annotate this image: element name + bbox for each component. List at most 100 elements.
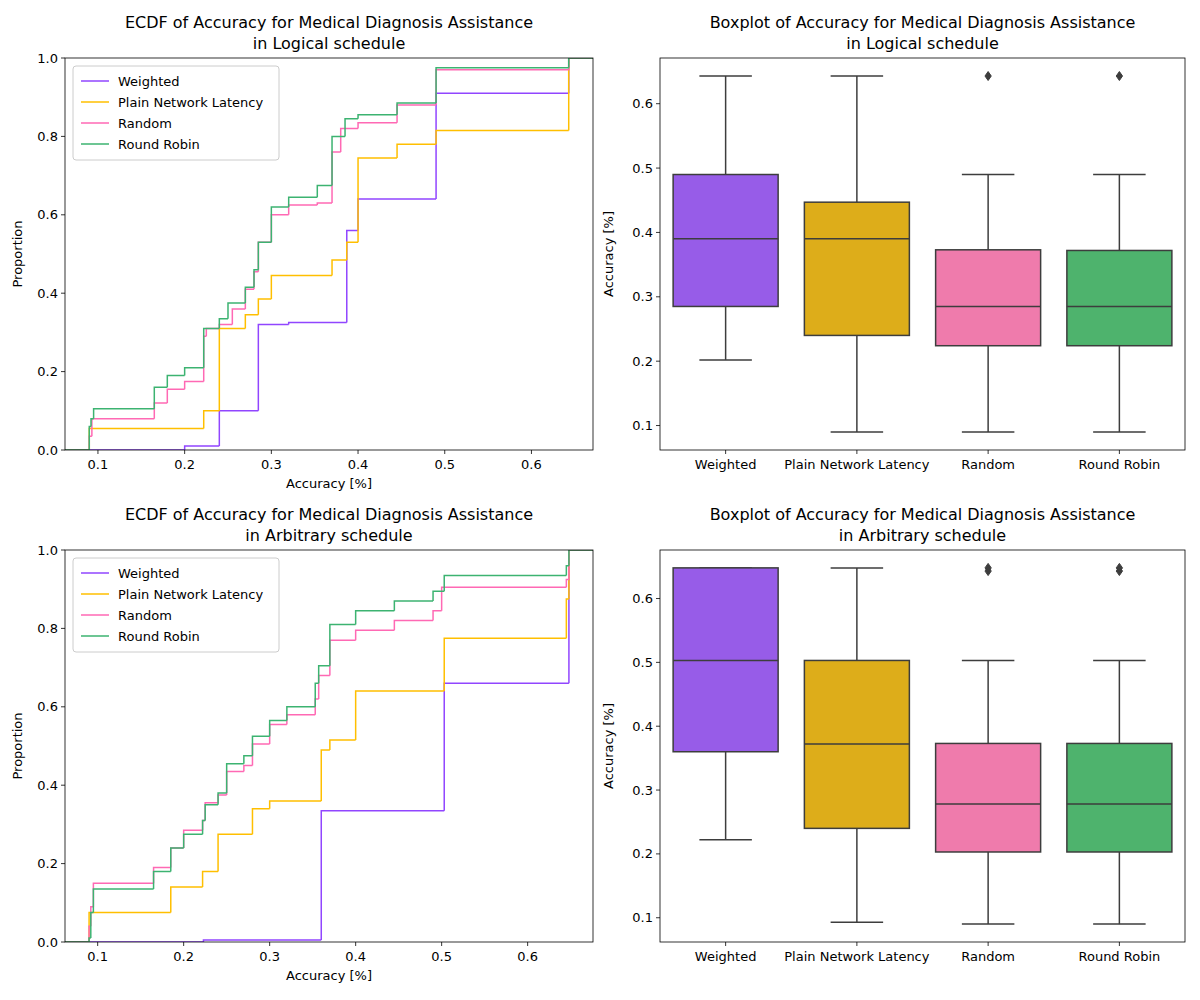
legend-label: Random <box>118 116 172 131</box>
plot-area <box>65 550 593 942</box>
ecdf-line <box>65 550 593 942</box>
ecdf-step <box>436 68 569 103</box>
title-line: in Arbitrary schedule <box>839 526 1006 545</box>
ecdf-line <box>65 58 593 450</box>
ecdf-step <box>245 289 254 309</box>
legend-frame <box>73 558 279 652</box>
legend: WeightedPlain Network LatencyRandomRound… <box>73 558 279 652</box>
box-body <box>804 202 909 335</box>
ecdf-step <box>356 691 445 740</box>
ecdf-step <box>436 70 569 105</box>
ecdf-step <box>317 185 332 197</box>
ecdf-step <box>332 260 347 276</box>
y-tick <box>61 58 65 59</box>
y-tick <box>656 168 660 169</box>
median <box>804 743 909 745</box>
ecdf-step <box>219 325 232 329</box>
y-tick-label: 0.1 <box>632 910 653 925</box>
ecdf-step <box>433 591 444 601</box>
y-axis-label: Proportion <box>10 220 25 287</box>
ecdf-step <box>258 299 271 315</box>
cap-low <box>962 923 1015 925</box>
ecdf-step <box>321 750 330 801</box>
ecdf-step <box>244 756 253 764</box>
x-tick-label: 0.1 <box>88 457 109 472</box>
median <box>1067 306 1172 308</box>
x-tick <box>725 450 726 454</box>
y-tick-label: 0.6 <box>632 96 653 111</box>
ecdf-step <box>289 197 318 207</box>
legend-swatch <box>81 572 109 574</box>
ecdf-step <box>171 848 184 868</box>
title: ECDF of Accuracy for Medical Diagnosis A… <box>125 13 533 53</box>
ecdf-step <box>204 411 220 429</box>
box <box>804 76 909 432</box>
ecdf-step <box>317 203 332 205</box>
y-tick-label: 0.8 <box>37 129 58 144</box>
x-tick <box>271 450 272 454</box>
outlier <box>1116 563 1122 572</box>
ecdf-step <box>347 242 358 260</box>
y-tick <box>656 917 660 918</box>
x-tick-label: 0.5 <box>431 949 452 964</box>
ecdf-step <box>205 803 218 821</box>
y-tick <box>61 371 65 372</box>
ecdf-step <box>270 801 322 809</box>
y-tick-label: 0.4 <box>37 778 58 793</box>
x-tick-label: 0.4 <box>348 457 369 472</box>
x-tick <box>1119 450 1120 454</box>
x-tick <box>725 942 726 946</box>
x-tick <box>856 450 857 454</box>
y-tick-label: 0.2 <box>37 856 58 871</box>
x-axis-label: Accuracy [%] <box>286 968 372 983</box>
y-axis-label: Accuracy [%] <box>601 703 616 789</box>
y-tick <box>656 853 660 854</box>
ecdf-step <box>289 205 318 215</box>
ecdf-step <box>89 428 203 450</box>
axes-frame <box>660 58 1185 450</box>
figure: ECDF of Accuracy for Medical Diagnosis A… <box>0 0 1200 1000</box>
box <box>936 72 1041 432</box>
whisker-high <box>725 76 727 174</box>
box-body <box>673 568 778 752</box>
outlier <box>985 72 991 81</box>
ecdf-step <box>218 795 227 803</box>
legend-label: Weighted <box>118 566 180 581</box>
ecdf-step <box>394 621 433 631</box>
x-tick-label: 0.2 <box>173 949 194 964</box>
ecdf-step <box>91 419 94 427</box>
y-tick-label: 0.2 <box>632 846 653 861</box>
ecdf-step <box>358 123 397 129</box>
ecdf-step <box>154 403 167 419</box>
ecdf-step <box>569 58 593 131</box>
legend-label: Round Robin <box>118 137 200 152</box>
ecdf-step <box>252 809 269 834</box>
whisker-high <box>856 568 858 661</box>
outlier <box>985 563 991 572</box>
x-tick-label: 0.4 <box>345 949 366 964</box>
cap-high <box>1093 660 1146 662</box>
y-tick <box>656 296 660 297</box>
legend-label: Plain Network Latency <box>118 95 264 110</box>
ecdf-step <box>332 136 345 185</box>
ecdf-line <box>65 58 593 450</box>
ecdf-step <box>358 158 397 242</box>
ecdf-step <box>397 144 436 158</box>
ecdf-step <box>287 715 315 725</box>
cap-low <box>831 921 884 923</box>
box-body <box>936 743 1041 852</box>
ecdf-step <box>185 368 204 376</box>
x-tick <box>184 450 185 454</box>
ecdf-step <box>330 624 356 665</box>
ecdf-step <box>154 868 171 884</box>
x-tick <box>355 942 356 946</box>
ecdf-step <box>254 270 258 288</box>
ecdf-step <box>185 446 220 450</box>
x-tick-label: 0.3 <box>261 457 282 472</box>
whisker-high <box>856 76 858 202</box>
box-body <box>673 175 778 307</box>
ecdf-step <box>358 115 397 119</box>
cap-low <box>831 431 884 433</box>
x-tick <box>97 450 98 454</box>
cap-high <box>962 174 1015 176</box>
